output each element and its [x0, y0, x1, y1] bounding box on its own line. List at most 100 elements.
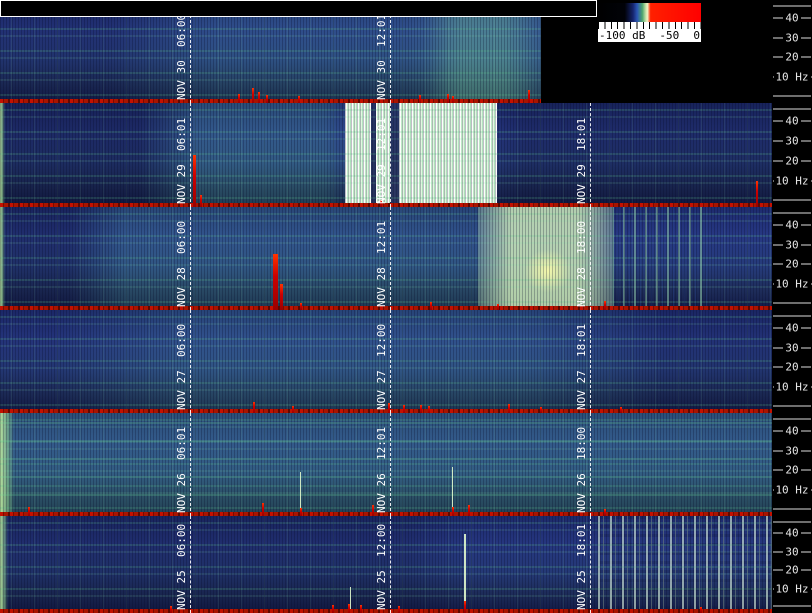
time-label: NOV 29 18:01 [575, 117, 588, 204]
spectrogram: NOV 29 06:01 NOV 29 12:01 NOV 29 18:01 [0, 103, 772, 207]
freq-tick-label: 30 [785, 134, 799, 148]
sferics-spike [452, 507, 454, 516]
tick-line [773, 327, 784, 329]
spectrogram: NOV 26 06:01 NOV 26 12:01 NOV 26 18:00 [0, 413, 772, 516]
freq-tick-label: 20 [785, 257, 799, 271]
freq-tick-label: 40 [785, 11, 799, 25]
time-gridline: NOV 27 18:01 [575, 310, 591, 413]
freq-tick-minor [773, 108, 811, 110]
time-label: NOV 25 06:00 [175, 523, 188, 610]
title-bar: I1-Cumiana |ELECTRIC FIELD/daily strips|… [0, 0, 597, 17]
freq-tick-minor [773, 605, 811, 607]
spectrogram-stripes-patch [612, 207, 707, 310]
time-gridline: NOV 29 12:01 [375, 103, 391, 207]
sferics-spike [28, 507, 30, 516]
amplitude-trace [0, 306, 772, 310]
freq-tick-minor [773, 302, 811, 304]
sferics-spike [604, 301, 606, 310]
page-title: I1-Cumiana |ELECTRIC FIELD/daily strips|… [31, 15, 587, 16]
freq-tick-minor [773, 315, 811, 317]
freq-tick-label: 10 Hz [775, 582, 809, 596]
tick-line [800, 263, 811, 265]
sferics-spike [292, 406, 294, 413]
freq-tick-minor [773, 405, 811, 407]
freq-tick: 20 [773, 465, 811, 476]
time-gridline: NOV 30 06:00 [175, 0, 191, 103]
sferics-spike [468, 505, 470, 516]
tick-line [792, 418, 811, 420]
sferics-spike [508, 404, 510, 413]
time-gridline: NOV 30 12:01 [375, 0, 391, 103]
sferics-spike [200, 195, 202, 207]
tick-line [800, 327, 811, 329]
sferics-spike [193, 155, 196, 207]
time-label: NOV 25 12:00 [375, 523, 388, 610]
time-label: NOV 26 18:00 [575, 426, 588, 513]
time-label: NOV 25 18:01 [575, 523, 588, 610]
tick-line [800, 569, 811, 571]
freq-tick: 30 [773, 136, 811, 147]
colorbar-ticks [598, 22, 701, 29]
freq-tick: 10 Hz [773, 485, 811, 496]
sferics-spike [380, 200, 382, 207]
tick-line [800, 551, 811, 553]
tick-line [773, 120, 784, 122]
freq-tick: 10 Hz [773, 175, 811, 186]
amplitude-trace [0, 99, 772, 103]
tick-line [773, 37, 784, 39]
tick-line [792, 5, 811, 7]
spectrogram: NOV 25 06:00 NOV 25 12:00 NOV 25 18:01 [0, 516, 772, 613]
spectrogram: NOV 27 06:00 NOV 27 12:00 NOV 27 18:01 [0, 310, 772, 413]
time-gridline: NOV 25 18:01 [575, 516, 591, 613]
tick-line [773, 551, 784, 553]
tick-line [773, 450, 784, 452]
tick-line [773, 302, 792, 304]
frequency-axis: 40 30 20 10 Hz [772, 413, 812, 516]
sferics-spike [332, 605, 334, 613]
freq-tick: 20 [773, 259, 811, 270]
tick-line [773, 140, 784, 142]
freq-tick-label: 40 [785, 321, 799, 335]
time-label: NOV 28 06:00 [175, 220, 188, 307]
freq-tick-minor [773, 212, 811, 214]
time-label: NOV 30 12:01 [375, 13, 388, 100]
freq-tick-label: 40 [785, 114, 799, 128]
sferics-spike [262, 503, 264, 516]
tick-line [773, 521, 792, 523]
freq-tick-minor [773, 5, 811, 7]
time-gridline: NOV 28 18:00 [575, 207, 591, 310]
spectrogram-edge-patch [0, 413, 14, 516]
freq-tick-label: 10 Hz [775, 70, 809, 84]
time-label: NOV 28 18:00 [575, 220, 588, 307]
spectrogram-bright-patch [345, 103, 497, 207]
freq-tick-label: 10 Hz [775, 174, 809, 188]
sferics-spike [620, 407, 622, 413]
colorbar-max-label: 0 [693, 29, 700, 42]
sferics-spike [298, 96, 300, 103]
sferics-spike [447, 94, 449, 103]
freq-tick: 10 Hz [773, 382, 811, 393]
spectrogram-vertical-line [452, 467, 453, 512]
spectrogram-vertical-line [464, 534, 466, 609]
sferics-spike [540, 407, 542, 413]
spectrogram-vertical-line [350, 587, 351, 609]
colorbar-gradient [598, 3, 701, 22]
freq-tick: 20 [773, 564, 811, 575]
tick-line [800, 37, 811, 39]
tick-line [773, 315, 792, 317]
tick-line [773, 405, 792, 407]
sferics-spike [388, 403, 390, 413]
time-label: NOV 26 06:01 [175, 426, 188, 513]
time-gridline: NOV 28 12:01 [375, 207, 391, 310]
freq-tick: 40 [773, 527, 811, 538]
sferics-spike [428, 406, 430, 413]
sferics-spike [497, 304, 499, 310]
sferics-spike [372, 505, 374, 516]
spectrogram-edge-patch [0, 516, 8, 613]
tick-line [792, 302, 811, 304]
tick-line [773, 56, 784, 58]
time-label: NOV 29 06:01 [175, 117, 188, 204]
tick-line [792, 95, 811, 97]
freq-tick-label: 20 [785, 50, 799, 64]
